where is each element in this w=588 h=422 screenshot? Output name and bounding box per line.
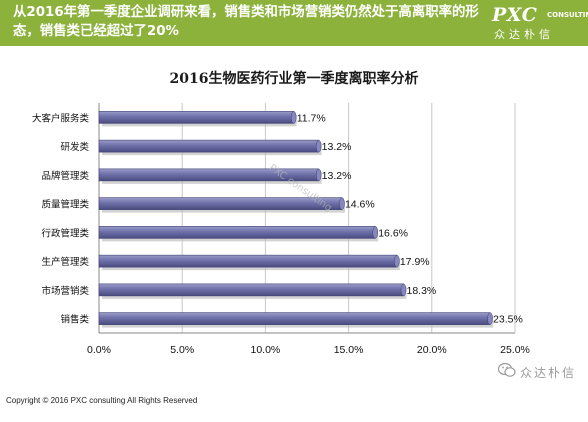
pxc-logo: PXC CONSULTING 众达朴信 [492,4,588,42]
bar-cap [315,139,322,153]
brand-text: 众达朴信 [520,366,577,380]
category-label: 销售类 [60,314,89,326]
value-label: 14.6% [345,199,375,211]
logo-main: PXC [492,4,538,26]
value-label: 17.9% [400,256,430,268]
x-tick-label: 5.0% [170,344,194,356]
bar [98,111,294,124]
bar-cap [315,168,322,182]
x-tick-label: 15.0% [334,344,364,356]
bar-cap [487,312,493,325]
x-tick-label: 25.0% [500,344,530,356]
category-label: 质量管理类 [41,199,89,211]
bar-cap [372,226,378,239]
logo-cn: 众达朴信 [494,28,554,41]
chart-title: 2016生物医药行业第一季度离职率分析 [169,71,419,87]
labels: 0.0% 5.0% 10.0% 15.0% 20.0% 25.0% 大客户服务类 11.7% 研… [32,112,530,356]
category-label: 生产管理类 [41,256,89,268]
bar [98,312,491,325]
category-label: 行政管理类 [41,227,89,239]
wechat-icon [498,362,516,377]
header-banner: 从2016年第一季度企业调研来看，销售类和市场营销类仍然处于高离职率的形态，销售… [0,0,588,46]
bar-cap [339,197,345,210]
category-label: 研发类 [60,141,89,153]
bar [98,254,398,268]
bars [98,111,494,328]
category-label: 大客户服务类 [32,112,90,124]
bar-cap [290,111,297,124]
bar [98,283,404,297]
bar [98,139,319,153]
x-tick-label: 10.0% [251,344,281,356]
category-label: 品牌管理类 [41,170,89,182]
bar [98,226,376,239]
value-label: 13.2% [322,141,352,153]
bar-cap [400,283,407,297]
x-tick-label: 0.0% [87,344,111,356]
value-label: 13.2% [322,170,352,182]
bar-cap [394,254,400,268]
value-label: 11.7% [297,112,326,124]
value-label: 23.5% [493,314,523,326]
category-label: 市场营销类 [41,285,89,297]
logo-sub: CONSULTING [547,11,588,19]
bar [98,197,343,210]
header-text: 从2016年第一季度企业调研来看，销售类和市场营销类仍然处于高离职率的形态，销售… [13,5,479,39]
value-label: 18.3% [407,285,437,297]
x-tick-label: 20.0% [417,344,447,356]
value-label: 16.6% [378,227,408,239]
copyright-footer: Copyright © 2016 PXC consulting All Righ… [6,396,198,405]
